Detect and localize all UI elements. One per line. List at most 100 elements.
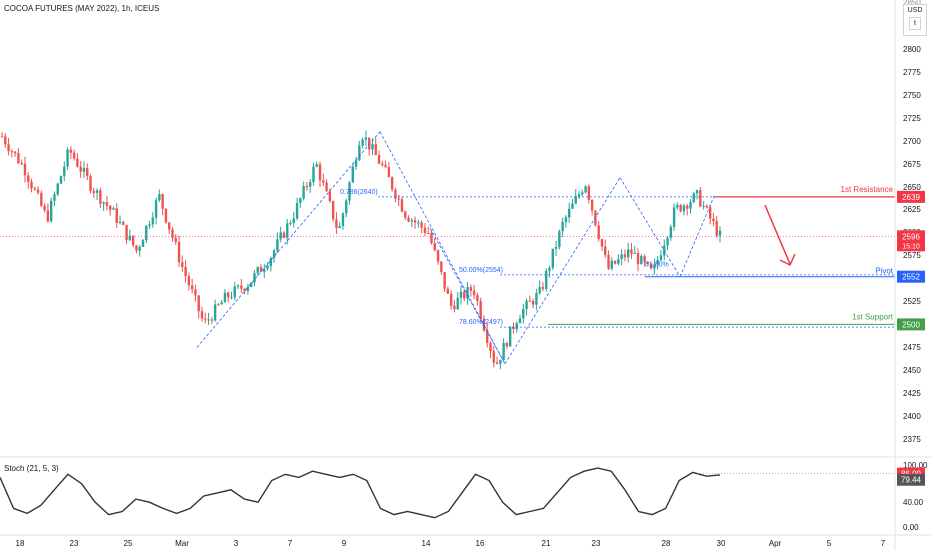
- candle-body: [318, 164, 322, 181]
- candle-body: [240, 285, 243, 289]
- candle-body: [427, 233, 430, 235]
- candle-body: [223, 292, 227, 303]
- candle-body: [13, 151, 17, 154]
- currency-selector[interactable]: USD t: [903, 4, 927, 36]
- candle-body: [128, 235, 132, 240]
- candle-body: [256, 267, 259, 274]
- candle-body: [440, 261, 443, 272]
- candle-body: [705, 205, 709, 208]
- candle-body: [574, 196, 577, 204]
- fib-trend-line: [619, 177, 681, 277]
- candle-body: [367, 137, 371, 150]
- countdown-label: 15:10: [902, 243, 920, 250]
- time-tick-label: 23: [592, 539, 601, 548]
- candle-body: [56, 183, 59, 195]
- candle-body: [456, 297, 459, 310]
- time-tick-label: 23: [70, 539, 79, 548]
- candle-body: [266, 266, 269, 269]
- time-tick-label: 21: [542, 539, 551, 548]
- candle-body: [508, 326, 512, 347]
- candle-body: [0, 136, 4, 138]
- candle-body: [476, 295, 479, 302]
- candle-body: [335, 219, 338, 229]
- fib-upper-label: 0.786(2640): [340, 189, 378, 196]
- price-tick-label: 2450: [903, 366, 921, 375]
- overlay-layer: 0.786(2640) 50.00%(2554) 78.60%(2497) 61.80…: [0, 131, 895, 365]
- candle-body: [63, 166, 66, 177]
- candle-body: [194, 289, 197, 296]
- candle-body: [466, 287, 469, 299]
- candle-body: [384, 164, 387, 168]
- candle-body: [387, 167, 391, 178]
- candle-body: [627, 249, 630, 258]
- candle-body: [174, 237, 177, 242]
- pivot-label: Pivot: [875, 267, 894, 276]
- candle-body: [112, 208, 115, 210]
- candle-body: [158, 194, 161, 201]
- candle-body: [30, 181, 33, 189]
- candle-body: [558, 231, 561, 247]
- candle-body: [263, 268, 266, 272]
- candle-body: [259, 267, 263, 272]
- candle-body: [289, 223, 292, 225]
- candle-body: [489, 342, 492, 352]
- candle-body: [33, 188, 36, 190]
- candle-body: [27, 175, 30, 182]
- time-tick-label: 28: [662, 539, 671, 548]
- candle-body: [371, 144, 374, 150]
- candle-body: [95, 190, 99, 193]
- candle-body: [105, 202, 109, 206]
- fib-trend-line: [379, 131, 506, 365]
- candle-body: [699, 190, 702, 207]
- candle-body: [125, 224, 128, 240]
- candle-body: [53, 194, 56, 201]
- candle-body: [204, 318, 207, 320]
- candle-body: [600, 239, 604, 247]
- price-tick-label: 2425: [903, 389, 921, 398]
- stoch-layer: [0, 467, 895, 519]
- price-tick-label: 2750: [903, 91, 921, 100]
- candle-body: [420, 222, 423, 228]
- candle-body: [269, 258, 273, 267]
- candle-body: [138, 246, 141, 251]
- candle-body: [230, 297, 233, 299]
- candle-body: [417, 222, 420, 224]
- candle-body: [528, 300, 532, 302]
- candle-body: [584, 186, 587, 193]
- candle-body: [446, 288, 450, 294]
- candle-body: [210, 319, 214, 321]
- candle-body: [561, 221, 564, 232]
- time-tick-label: 9: [342, 539, 347, 548]
- candle-body: [486, 330, 489, 343]
- candle-body: [72, 152, 76, 159]
- candle-body: [712, 218, 715, 222]
- price-tick-label: 2725: [903, 114, 921, 123]
- candles-layer: [0, 130, 722, 370]
- candle-body: [135, 245, 138, 251]
- candle-body: [220, 302, 223, 305]
- candle-body: [164, 208, 168, 223]
- candle-body: [436, 250, 440, 262]
- candle-body: [4, 136, 7, 145]
- candle-body: [499, 359, 502, 364]
- candle-body: [548, 267, 551, 271]
- candle-body: [633, 252, 636, 254]
- support-label: 1st Support: [852, 312, 894, 321]
- time-tick-label: 18: [16, 539, 25, 548]
- time-tick-label: 14: [422, 539, 431, 548]
- candle-body: [695, 190, 699, 194]
- currency-label: USD: [907, 7, 923, 14]
- candle-body: [413, 220, 417, 223]
- price-tick-label: 2675: [903, 160, 921, 169]
- price-tick-label: 2375: [903, 435, 921, 444]
- candle-body: [148, 224, 151, 226]
- projection-arrow: [764, 204, 791, 265]
- time-tick-label: 5: [827, 539, 832, 548]
- candle-body: [659, 255, 663, 260]
- candle-body: [272, 250, 276, 259]
- candle-body: [640, 256, 643, 265]
- candle-body: [197, 295, 200, 312]
- candle-body: [348, 182, 351, 201]
- candle-body: [7, 144, 10, 152]
